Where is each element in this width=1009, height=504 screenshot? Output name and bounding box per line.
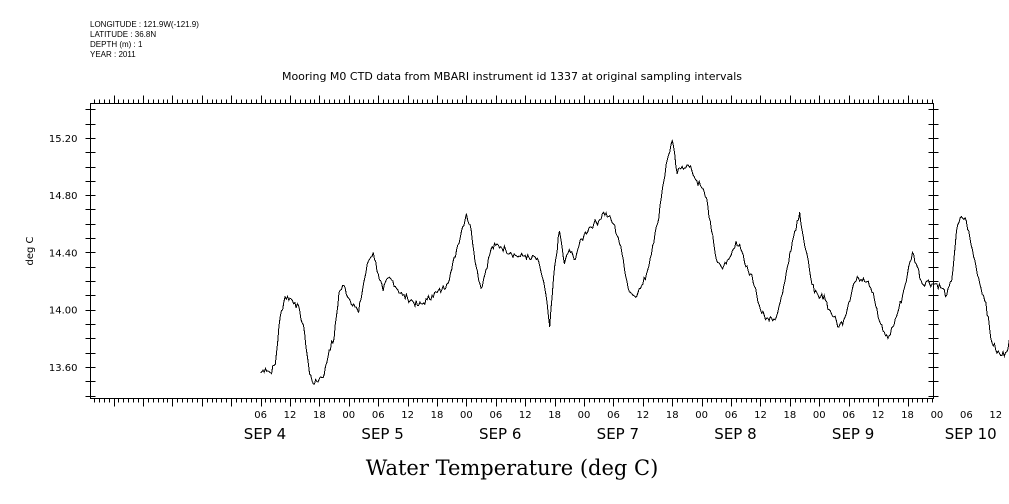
x-day-label: SEP 5 [361, 425, 403, 443]
x-hour-tick-label: 12 [989, 410, 1002, 421]
x-axis-label: Water Temperature (deg C) [366, 456, 659, 480]
y-axis-label: deg C [25, 236, 36, 265]
x-hour-tick-label: 06 [489, 410, 502, 421]
x-hour-tick-label: 18 [313, 410, 326, 421]
x-hour-tick-label: 06 [960, 410, 973, 421]
x-day-label: SEP 8 [714, 425, 756, 443]
x-hour-tick-label: 12 [284, 410, 297, 421]
x-hour-tick-label: 12 [754, 410, 767, 421]
x-hour-tick-label: 18 [666, 410, 679, 421]
plot-frame [90, 103, 934, 399]
x-day-label: SEP 10 [945, 425, 997, 443]
x-hour-tick-label: 18 [431, 410, 444, 421]
x-hour-tick-label: 06 [372, 410, 385, 421]
axis-ticks [85, 95, 939, 407]
x-hour-tick-label: 18 [901, 410, 914, 421]
y-tick-label: 15.20 [49, 134, 78, 145]
x-hour-tick-label: 12 [872, 410, 885, 421]
year-label: YEAR : 2011 [90, 50, 136, 59]
x-hour-tick-label: 00 [460, 410, 473, 421]
latitude-label: LATITUDE : 36.8N [90, 30, 157, 39]
x-hour-tick-label: 00 [813, 410, 826, 421]
x-tick-labels: 06 12 18 00 06 12 18 00 06 12 18 00 06 12 18 00 06 12 18 00… [244, 410, 1002, 443]
x-hour-tick-label: 12 [636, 410, 649, 421]
x-hour-tick-label: 06 [254, 410, 267, 421]
x-hour-tick-label: 06 [725, 410, 738, 421]
x-day-label: SEP 6 [479, 425, 521, 443]
x-hour-tick-label: 00 [931, 410, 944, 421]
chart-title: Mooring M0 CTD data from MBARI instrumen… [282, 70, 742, 83]
y-tick-label: 14.80 [49, 191, 78, 202]
x-day-label: SEP 4 [244, 425, 286, 443]
y-tick-label: 13.60 [49, 363, 78, 374]
station-metadata: LONGITUDE : 121.9W(-121.9) LATITUDE : 36… [90, 20, 199, 60]
longitude-label: LONGITUDE : 121.9W(-121.9) [90, 20, 199, 29]
x-hour-tick-label: 06 [842, 410, 855, 421]
x-hour-tick-label: 06 [607, 410, 620, 421]
x-hour-tick-label: 12 [519, 410, 532, 421]
series-line-water-temperature [260, 138, 1009, 385]
depth-label: DEPTH (m) : 1 [90, 40, 143, 49]
x-hour-tick-label: 18 [784, 410, 797, 421]
x-hour-tick-label: 00 [342, 410, 355, 421]
x-hour-tick-label: 18 [548, 410, 561, 421]
x-day-label: SEP 9 [832, 425, 874, 443]
x-hour-tick-label: 00 [578, 410, 591, 421]
y-tick-labels: 13.60 14.00 14.40 14.80 15.20 [49, 134, 78, 374]
x-hour-tick-label: 00 [695, 410, 708, 421]
y-tick-label: 14.40 [49, 248, 78, 259]
y-tick-label: 14.00 [49, 306, 78, 317]
x-hour-tick-label: 12 [401, 410, 414, 421]
x-day-label: SEP 7 [597, 425, 639, 443]
